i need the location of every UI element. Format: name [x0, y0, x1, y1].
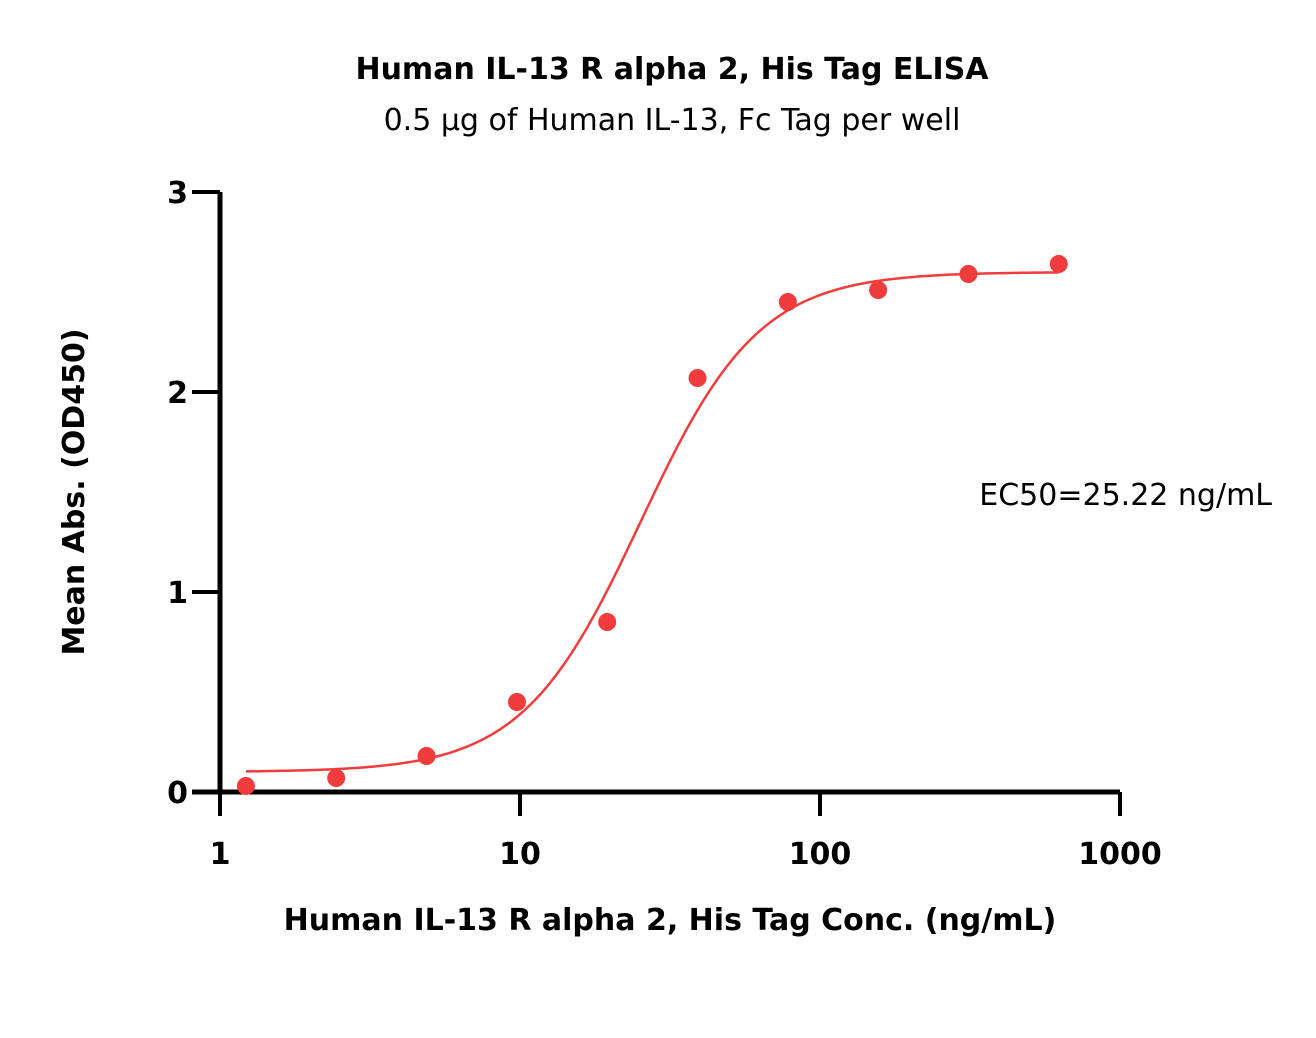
axes: [192, 192, 1120, 795]
x-tick-label: 1000: [1078, 837, 1162, 872]
y-tick-label: 2: [167, 376, 188, 411]
x-axis-label: Human IL-13 R alpha 2, His Tag Conc. (ng…: [284, 903, 1057, 938]
data-points: [236, 255, 1068, 795]
y-axis-label: Mean Abs. (OD450): [57, 328, 92, 655]
data-point: [327, 769, 346, 787]
x-tick-label: 100: [789, 837, 852, 872]
data-point: [1049, 255, 1068, 273]
data-point: [598, 613, 617, 631]
data-point: [778, 293, 797, 311]
ec50-annotation: EC50=25.22 ng/mL: [979, 478, 1272, 513]
data-point: [688, 369, 707, 387]
data-point: [417, 747, 436, 765]
ticks: [192, 190, 1122, 816]
data-point: [507, 693, 526, 711]
y-tick-label: 0: [167, 776, 188, 811]
y-tick-label: 1: [167, 576, 188, 611]
chart-subtitle: 0.5 μg of Human IL-13, Fc Tag per well: [384, 103, 961, 138]
x-tick-label: 10: [499, 837, 541, 872]
data-point: [959, 265, 978, 283]
fit-curve: [245, 271, 1059, 773]
y-tick-label: 3: [167, 176, 188, 211]
x-tick-label: 1: [210, 837, 231, 872]
chart-title: Human IL-13 R alpha 2, His Tag ELISA: [355, 52, 989, 87]
data-point: [869, 281, 888, 299]
data-point: [236, 777, 255, 795]
